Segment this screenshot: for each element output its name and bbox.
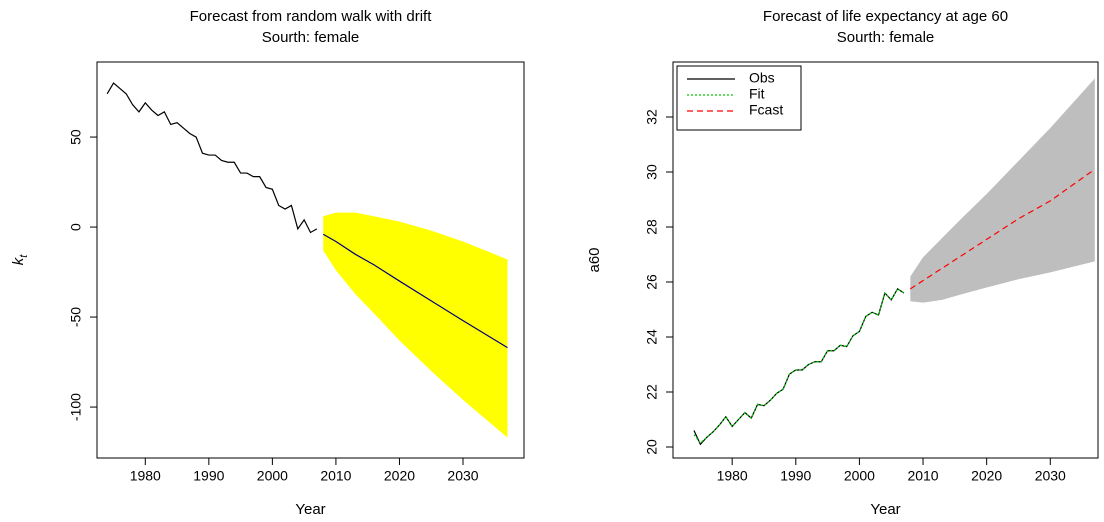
y-tick-label: 32 bbox=[644, 109, 660, 125]
series-line bbox=[909, 168, 1096, 290]
x-tick-label: 1980 bbox=[130, 468, 161, 484]
x-axis-label: Year bbox=[295, 501, 325, 518]
series-line bbox=[693, 288, 905, 446]
y-tick-label: 50 bbox=[68, 129, 84, 145]
y-axis-label: a60 bbox=[586, 247, 603, 272]
y-axis-label: kt bbox=[10, 254, 30, 266]
x-tick-label: 1990 bbox=[780, 468, 811, 484]
y-tick-label: 30 bbox=[644, 164, 660, 180]
x-tick-label: 2000 bbox=[844, 468, 875, 484]
chart-title: Forecast of life expectancy at age 60 bbox=[763, 8, 1008, 25]
y-tick-label: -100 bbox=[68, 393, 84, 421]
x-axis-label: Year bbox=[870, 501, 900, 518]
chart-title: Forecast from random walk with drift bbox=[190, 8, 433, 25]
x-tick-label: 2010 bbox=[320, 468, 351, 484]
y-tick-label: 20 bbox=[644, 439, 660, 455]
x-tick-label: 2020 bbox=[971, 468, 1002, 484]
prediction-band bbox=[910, 78, 1095, 303]
chart-subtitle: Sourth: female bbox=[262, 29, 360, 46]
x-tick-label: 2000 bbox=[257, 468, 288, 484]
series-line bbox=[106, 82, 318, 234]
y-axis-label-sub: t bbox=[18, 254, 30, 258]
y-tick-label: 26 bbox=[644, 274, 660, 290]
series-line bbox=[693, 288, 905, 444]
plot-frame bbox=[96, 61, 525, 459]
y-tick-label: -50 bbox=[68, 307, 84, 327]
x-tick-label: 2030 bbox=[447, 468, 478, 484]
x-tick-label: 2030 bbox=[1035, 468, 1066, 484]
y-tick-label: 24 bbox=[644, 329, 660, 345]
legend-label: Fit bbox=[749, 86, 765, 102]
y-tick-label: 28 bbox=[644, 219, 660, 235]
y-axis-label-main: k bbox=[10, 256, 27, 265]
plot-frame bbox=[672, 61, 1099, 459]
x-tick-label: 2010 bbox=[907, 468, 938, 484]
legend-label: Fcast bbox=[749, 102, 783, 118]
prediction-band bbox=[323, 212, 508, 438]
x-tick-label: 2020 bbox=[384, 468, 415, 484]
x-tick-label: 1990 bbox=[193, 468, 224, 484]
legend-label: Obs bbox=[749, 70, 775, 86]
y-tick-label: 22 bbox=[644, 384, 660, 400]
y-tick-label: 0 bbox=[68, 223, 84, 231]
x-tick-label: 1980 bbox=[717, 468, 748, 484]
chart-subtitle: Sourth: female bbox=[837, 29, 935, 46]
legend-box bbox=[676, 65, 802, 131]
series-line bbox=[322, 233, 508, 349]
